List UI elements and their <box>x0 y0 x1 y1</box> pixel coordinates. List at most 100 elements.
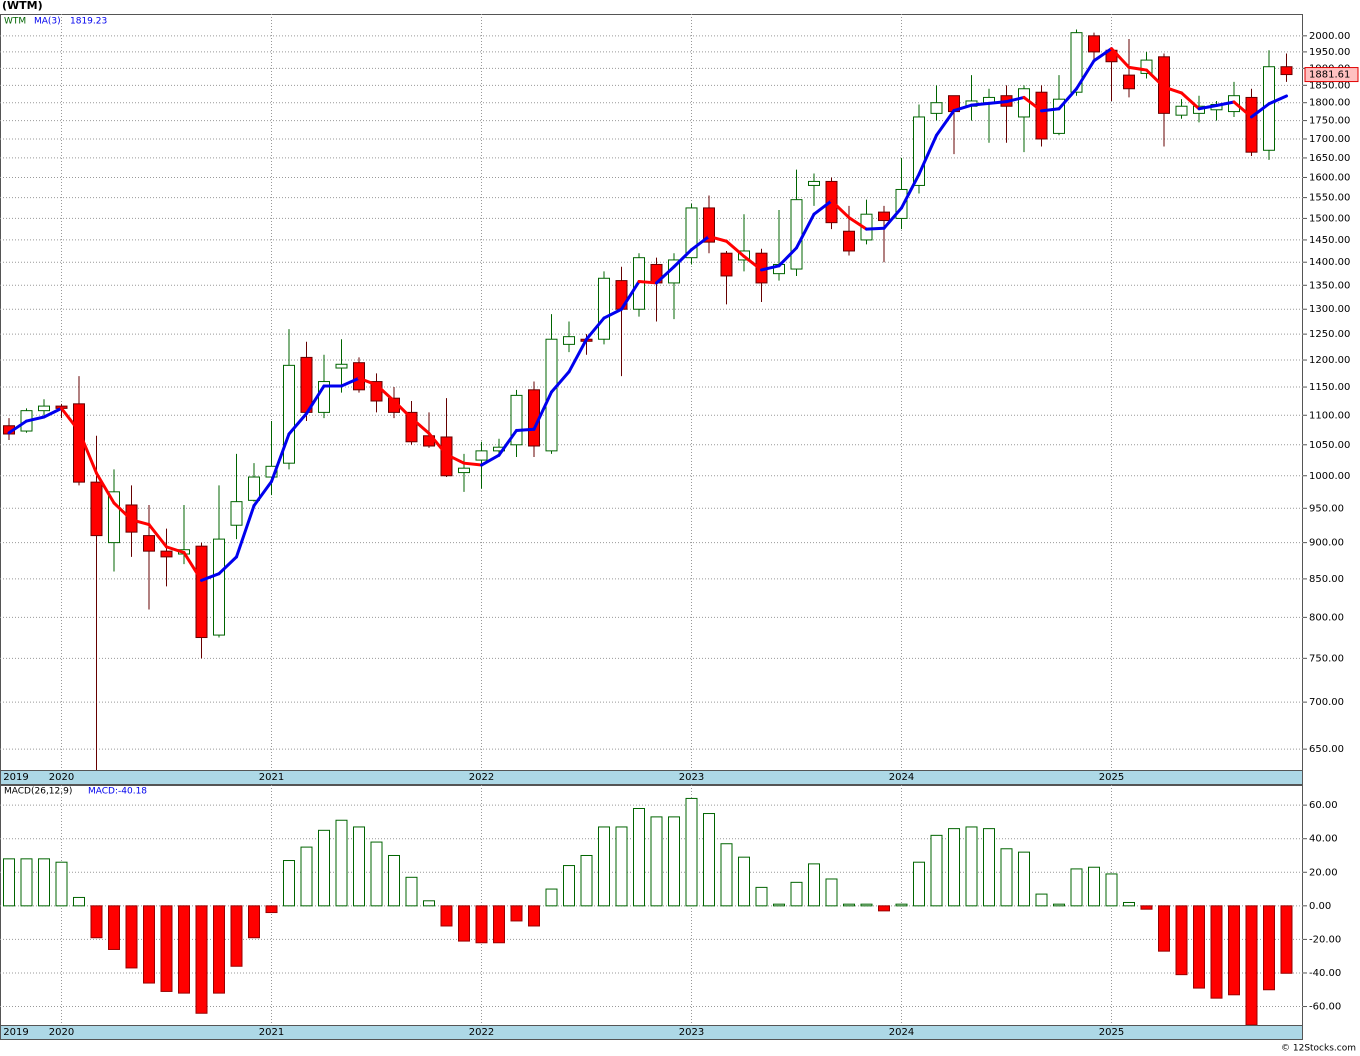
candle-body <box>1088 35 1100 53</box>
ma-segment <box>567 337 588 374</box>
ma-segment <box>637 280 658 285</box>
macd-bar <box>615 826 628 907</box>
price-panel <box>0 14 1303 771</box>
ma-segment <box>1127 65 1148 72</box>
ma-segment <box>532 390 553 431</box>
x-tick-label: 2021 <box>259 772 284 783</box>
ma-segment <box>1075 59 1096 91</box>
candle-body <box>1123 74 1135 90</box>
y-tick-label: 1100.00 <box>1309 410 1350 421</box>
y-tick-label: 1800.00 <box>1309 98 1350 109</box>
macd-bar <box>300 846 313 907</box>
macd-bar <box>843 903 855 907</box>
ma-segment <box>1040 107 1061 113</box>
ma-segment <box>95 471 116 505</box>
candle-body <box>458 467 470 474</box>
macd-bar <box>423 900 435 907</box>
macd-bar <box>860 903 873 907</box>
y-tick-label: 1300.00 <box>1309 304 1350 315</box>
ma-segment <box>655 265 676 285</box>
candle-body <box>283 364 295 464</box>
macd-bar <box>1105 873 1118 907</box>
candle-body <box>913 116 925 186</box>
candle-body <box>265 465 278 478</box>
ma-segment <box>287 412 308 436</box>
ma-segment <box>602 307 623 320</box>
x-tick-label: 2024 <box>889 772 914 783</box>
footer: © 12Stocks.com <box>1281 1044 1356 1054</box>
macd-bar <box>458 905 470 942</box>
ma-segment <box>182 551 203 582</box>
ma-segment <box>7 419 28 435</box>
macd-bar <box>318 829 330 907</box>
ma-segment <box>165 545 186 555</box>
macd-bar <box>738 856 750 907</box>
ma-segment <box>742 254 763 272</box>
ma-segment <box>1022 95 1043 113</box>
macd-bar <box>230 905 243 967</box>
y-tick-label: 1450.00 <box>1309 235 1350 246</box>
ma-segment <box>25 415 46 423</box>
macd-bar <box>965 826 978 907</box>
ma-label: MA(3) <box>34 17 61 27</box>
ma-segment <box>235 504 256 559</box>
candle-body <box>1053 98 1065 134</box>
x-tick-label: 2020 <box>49 1027 74 1038</box>
ma-segment <box>1110 47 1131 69</box>
macd-bar <box>370 841 383 907</box>
macd-plot <box>0 785 1303 1025</box>
macd-bar <box>1018 851 1030 907</box>
chart-title: (WTM) <box>2 0 43 12</box>
ma-segment <box>462 461 483 467</box>
x-tick-label: 2020 <box>49 772 74 783</box>
y-tick-label: 1350.00 <box>1309 280 1350 291</box>
y-tick-label: 800.00 <box>1309 612 1344 623</box>
macd-bar <box>1245 905 1258 1025</box>
x-tick-label: 2023 <box>679 1027 704 1038</box>
ma-segment <box>707 234 728 243</box>
ma-segment <box>620 280 641 311</box>
macd-bar <box>545 888 558 907</box>
y-tick-label: -40.00 <box>1309 968 1341 979</box>
ma-segment <box>1232 100 1253 119</box>
y-tick-label: 750.00 <box>1309 653 1344 664</box>
candle-body <box>335 363 348 369</box>
candle-body <box>878 211 890 222</box>
macd-bar <box>195 905 208 1014</box>
ma-segment <box>550 370 571 394</box>
macd-bar <box>388 854 400 907</box>
y-tick-label: 0.00 <box>1309 901 1331 912</box>
ma-segment <box>882 206 903 230</box>
candle-body <box>195 545 208 639</box>
candle-body <box>895 188 908 219</box>
candle-body <box>685 207 698 259</box>
macd-bar <box>265 905 278 914</box>
ma-segment <box>1197 104 1218 111</box>
macd-bar <box>528 905 540 927</box>
candle-body <box>1018 88 1030 118</box>
ma-segment <box>515 427 536 432</box>
macd-bar <box>703 813 715 907</box>
macd-bar <box>650 816 663 907</box>
ma-segment <box>952 103 973 113</box>
ma-segment <box>970 101 991 107</box>
ma-segment <box>1250 102 1271 119</box>
candle-body <box>1245 96 1258 153</box>
ma-segment <box>725 239 746 258</box>
candle-body <box>475 450 488 461</box>
candle-body <box>248 476 260 501</box>
ma-segment <box>147 523 168 549</box>
macd-bar <box>1228 905 1240 996</box>
y-tick-label: 1150.00 <box>1309 382 1350 393</box>
y-tick-label: 2000.00 <box>1309 31 1350 42</box>
macd-bar <box>335 819 348 907</box>
macd-bar <box>878 905 890 912</box>
candle-body <box>510 394 523 446</box>
macd-bar <box>1193 905 1205 989</box>
last-price-label: 1881.61 <box>1309 70 1350 81</box>
price-plot <box>0 14 1303 770</box>
macd-value: MACD:-40.18 <box>88 787 147 797</box>
ma-segment <box>1180 91 1201 111</box>
